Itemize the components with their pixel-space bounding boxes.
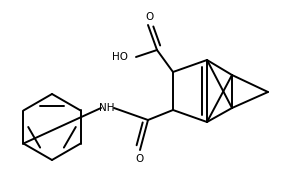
Text: HO: HO bbox=[112, 52, 128, 62]
Text: NH: NH bbox=[99, 103, 115, 113]
Text: O: O bbox=[146, 12, 154, 22]
Text: O: O bbox=[136, 154, 144, 164]
